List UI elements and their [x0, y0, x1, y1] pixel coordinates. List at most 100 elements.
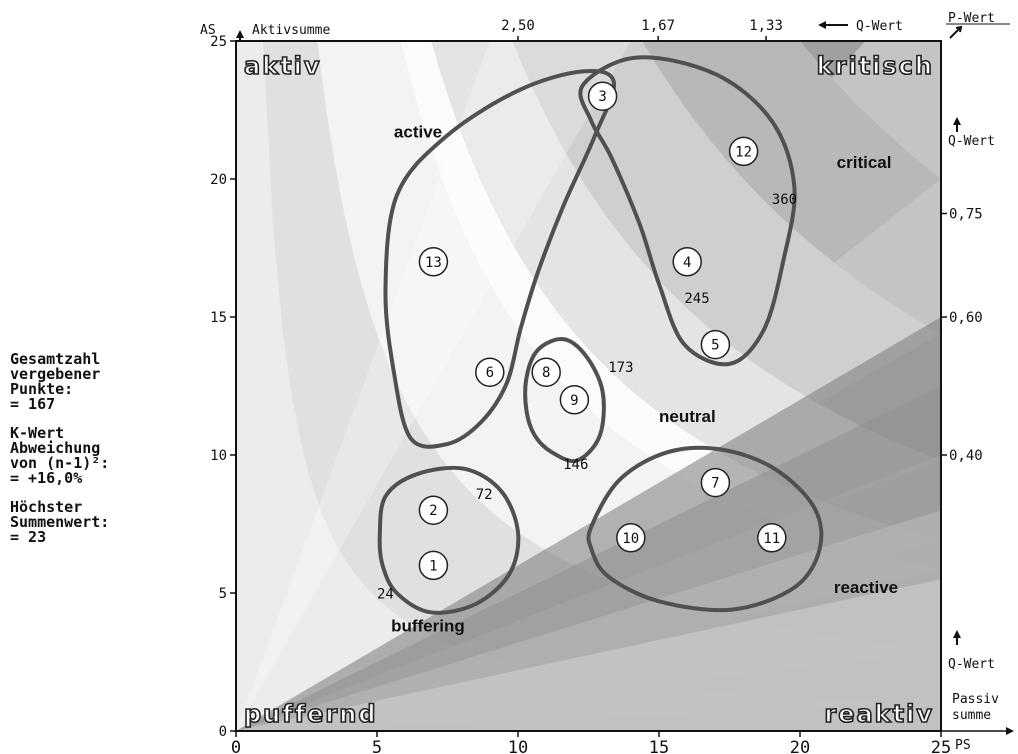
data-point-11: 11 — [757, 523, 787, 553]
product-value-label: 146 — [563, 457, 588, 473]
data-point-circle — [531, 357, 561, 387]
plot-background — [236, 41, 941, 731]
cluster-outlines — [377, 55, 824, 615]
data-point-2: 2 — [418, 495, 449, 525]
x-axis-label-line2: summe — [952, 708, 991, 723]
max-sum-text: Höchster Summenwert: = 23 — [10, 498, 110, 546]
plot-frame — [235, 40, 942, 732]
data-point-9: 9 — [559, 385, 590, 415]
data-point-4: 4 — [672, 247, 702, 277]
data-point-3: 3 — [587, 81, 618, 111]
data-point-circle — [475, 357, 505, 387]
q-value-up-arrow-icon — [953, 117, 961, 125]
x-tick-label: 10 — [508, 738, 528, 754]
active-cluster-outline — [383, 68, 616, 449]
data-point-label: 5 — [711, 338, 719, 354]
data-point-circle — [700, 467, 731, 498]
right-q-value-label: Q-Wert — [948, 134, 995, 149]
top-q-tick-label: 2,50 — [501, 18, 535, 34]
data-point-label: 12 — [735, 144, 752, 160]
cluster-label-reactive: reactive — [834, 578, 898, 597]
x-tick-label: 5 — [372, 738, 382, 754]
data-point-10: 10 — [616, 523, 646, 553]
data-point-label: 10 — [622, 531, 639, 547]
critical-cluster-outline — [578, 55, 797, 367]
data-point-circle — [672, 247, 702, 277]
data-point-label: 11 — [763, 531, 780, 547]
data-point-circle — [728, 136, 759, 167]
top-q-tick-label: 1,67 — [641, 18, 675, 34]
cluster-label-critical: critical — [837, 153, 892, 172]
y-axis-arrow-icon — [236, 30, 244, 38]
data-point-circle — [587, 81, 618, 111]
cluster-label-active: active — [394, 123, 442, 142]
quadrant-label-puffernd: puffernd — [244, 700, 378, 728]
product-value-label: 72 — [476, 487, 493, 503]
cluster-label-buffering: buffering — [391, 617, 465, 636]
data-point-circle — [418, 247, 449, 277]
x-axis-short-label: PS — [955, 738, 971, 753]
right-q-tick-label: 0,75 — [949, 207, 983, 223]
cluster-label-neutral: neutral — [659, 407, 716, 426]
p-value-arrow-icon — [949, 25, 963, 39]
data-point-8: 8 — [531, 357, 561, 387]
y-tick-label: 0 — [219, 724, 227, 740]
data-point-label: 9 — [570, 393, 578, 409]
annotations: aktiv kritisch puffernd reaktiv active critic… — [243, 51, 934, 729]
data-point-13: 13 — [418, 247, 449, 277]
top-q-tick-label: 1,33 — [749, 18, 783, 34]
quadrant-label-aktiv: aktiv — [244, 52, 322, 80]
data-point-12: 12 — [728, 136, 759, 167]
data-point-label: 1 — [429, 558, 437, 574]
product-value-label: 24 — [377, 587, 394, 603]
data-point-5: 5 — [700, 329, 731, 360]
data-point-circle — [700, 329, 731, 360]
data-point-label: 6 — [486, 365, 494, 381]
data-point-7: 7 — [700, 467, 731, 498]
data-point-circle — [559, 385, 590, 415]
product-value-label: 360 — [772, 192, 797, 208]
total-points-text: Gesamtzahl vergebener Punkte: = 167 — [10, 350, 101, 413]
quadrant-label-kritisch: kritisch — [817, 52, 934, 80]
y-tick-label: 5 — [219, 586, 227, 602]
statistics-panel: Gesamtzahl vergebener Punkte: = 167 K-We… — [10, 352, 195, 559]
data-point-1: 1 — [418, 550, 449, 581]
buffering-cluster-outline — [377, 465, 521, 615]
x-tick-label: 20 — [790, 738, 810, 754]
product-value-label: 173 — [608, 360, 633, 376]
p-value-label: P-Wert — [948, 11, 995, 26]
data-point-label: 4 — [683, 255, 691, 271]
right-q-tick-label: 0,60 — [949, 310, 983, 326]
neutral-cluster-outline — [523, 337, 606, 464]
x-tick-label: 0 — [231, 738, 241, 754]
x-tick-label: 25 — [931, 738, 951, 754]
q-value-left-arrow-icon — [818, 21, 826, 29]
y-axis-short-label: AS — [200, 23, 216, 38]
y-axis-label: Aktivsumme — [252, 23, 330, 38]
x-axis-label-line1: Passiv — [952, 692, 999, 707]
product-band — [236, 41, 941, 731]
data-point-circle — [418, 495, 449, 525]
data-point-label: 3 — [598, 89, 606, 105]
x-axis-arrow-icon — [1006, 727, 1014, 735]
diagonal-band — [236, 41, 631, 731]
data-point-label: 8 — [542, 365, 550, 381]
y-tick-label: 10 — [210, 448, 227, 464]
y-tick-label: 20 — [210, 172, 227, 188]
y-tick-label: 25 — [210, 34, 227, 50]
k-value-text: K-Wert Abweichung von (n-1)²: = +16,0% — [10, 424, 110, 487]
data-point-circle — [418, 550, 449, 581]
product-band — [236, 41, 941, 731]
q-value-sector — [236, 579, 941, 731]
product-value-label: 245 — [684, 291, 709, 307]
data-point-circle — [757, 523, 787, 553]
x-tick-label: 15 — [649, 738, 669, 754]
data-point-label: 13 — [425, 255, 442, 271]
right-q-tick-label: 0,40 — [949, 448, 983, 464]
top-q-value-label: Q-Wert — [856, 19, 903, 34]
data-point-label: 7 — [711, 476, 719, 492]
data-point-circle — [616, 523, 646, 553]
